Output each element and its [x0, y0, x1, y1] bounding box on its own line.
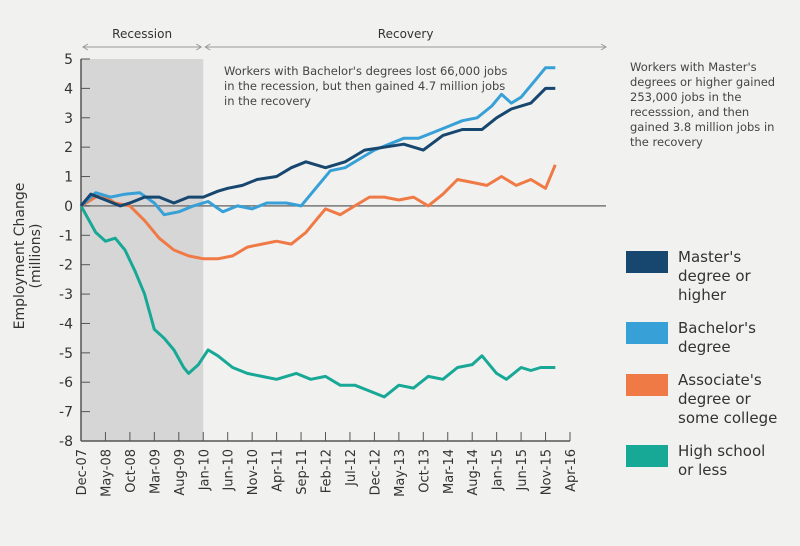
y-tick-label: 4 — [64, 81, 73, 97]
y-tick-label: 2 — [64, 140, 73, 156]
legend-item: Bachelor's degree — [626, 319, 800, 357]
annotation-masters: Workers with Master's degrees or higher … — [630, 60, 776, 149]
legend-label: High school or less — [678, 442, 766, 479]
series-line-bachelor-s-degree — [79, 66, 556, 217]
legend-swatch — [626, 251, 668, 273]
x-tick-label: Apr-16 — [564, 449, 579, 492]
x-tick-label: Jun-15 — [515, 449, 530, 492]
x-tick-label: May-08 — [99, 449, 114, 497]
y-tick-label: -2 — [59, 258, 73, 274]
x-tick-label: Nov-15 — [540, 449, 555, 495]
recession-shading — [81, 59, 204, 441]
legend-label: Master's degree or higher — [678, 248, 751, 304]
x-tick-label: Jun-10 — [222, 449, 237, 492]
legend-item: High school or less — [626, 442, 800, 480]
legend-swatch — [626, 322, 668, 344]
x-tick-label: Mar-09 — [148, 449, 163, 494]
period-label-1: Recovery — [378, 27, 434, 41]
x-tick-label: Jan-15 — [491, 449, 506, 491]
x-tick-label: Apr-11 — [271, 449, 286, 492]
y-tick-label: 1 — [64, 170, 73, 186]
x-tick-label: Sep-11 — [295, 449, 310, 495]
y-tick-label: 5 — [64, 52, 73, 68]
annotation-bachelors: Workers with Bachelor's degrees lost 66,… — [224, 64, 508, 108]
period-label-0: Recession — [112, 27, 172, 41]
series-line-high-school-or-less — [79, 205, 556, 399]
x-tick-label: Mar-14 — [442, 449, 457, 494]
period-arrowheads-0 — [82, 43, 203, 51]
series-line-associate-s-degree-or-some-college — [80, 164, 557, 261]
y-tick-label: -4 — [59, 316, 73, 332]
x-tick-label: Dec-12 — [368, 449, 383, 495]
y-tick-label: -6 — [59, 375, 73, 391]
legend-swatch — [626, 445, 668, 467]
y-tick-label: -3 — [59, 287, 73, 303]
x-tick-label: Dec-07 — [75, 449, 90, 495]
y-axis-label: Employment Change (millions) — [12, 182, 44, 330]
y-tick-label: -7 — [59, 405, 73, 421]
legend-item: Master's degree or higher — [626, 248, 800, 305]
x-tick-label: Aug-09 — [173, 449, 188, 496]
x-tick-label: Jan-10 — [197, 449, 212, 491]
period-arrowheads-1 — [204, 43, 607, 51]
y-tick-label: -5 — [59, 346, 73, 362]
x-tick-label: May-13 — [393, 449, 408, 497]
legend: Master's degree or higher Bachelor's degree A… — [626, 248, 800, 494]
legend-label: Bachelor's degree — [678, 319, 756, 356]
y-tick-label: 3 — [64, 111, 73, 127]
x-tick-label: Feb-12 — [320, 449, 335, 493]
legend-item: Associate's degree or some college — [626, 371, 800, 428]
legend-label: Associate's degree or some college — [678, 371, 778, 427]
x-tick-label: Aug-14 — [466, 449, 481, 496]
x-tick-label: Jul-12 — [344, 449, 359, 487]
series-line-master-s-degree-or-higher — [79, 86, 556, 208]
x-tick-label: Oct-08 — [124, 449, 139, 493]
x-tick-label: Oct-13 — [417, 449, 432, 493]
y-tick-label: -8 — [59, 434, 73, 450]
y-tick-label: -1 — [59, 228, 73, 244]
y-tick-label: 0 — [64, 199, 73, 215]
legend-swatch — [626, 374, 668, 396]
x-tick-label: Nov-10 — [246, 449, 261, 495]
